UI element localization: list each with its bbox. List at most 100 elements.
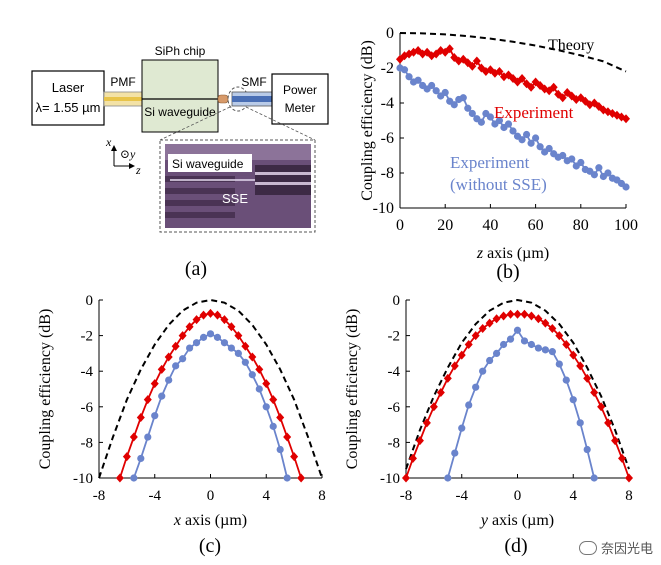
data-point-circle: [527, 340, 536, 349]
inset-sse-label: SSE: [222, 191, 248, 206]
panel-label-a: (a): [185, 258, 207, 280]
x-tick-label: -4: [149, 488, 162, 504]
meter-label-2: Meter: [285, 101, 316, 115]
data-point-circle: [486, 356, 494, 365]
data-point-diamond: [150, 379, 159, 389]
data-point-diamond: [618, 453, 627, 463]
data-point-diamond: [541, 318, 550, 328]
data-point-diamond: [227, 322, 236, 332]
axis-x-label: x: [105, 135, 112, 149]
y-tick-label: -8: [381, 165, 394, 182]
data-point-diamond: [422, 418, 431, 428]
data-point-diamond: [290, 452, 299, 462]
x-tick-label: 0: [207, 488, 215, 504]
data-point-diamond: [402, 473, 410, 483]
data-point-diamond: [122, 452, 131, 462]
waveguide-label: Si waveguide: [144, 105, 216, 119]
data-point-circle: [444, 474, 452, 482]
data-point-circle: [458, 424, 466, 432]
data-point-circle: [192, 339, 201, 347]
data-point-diamond: [555, 331, 564, 341]
power-meter-box: [271, 73, 329, 125]
data-point-circle: [499, 340, 508, 349]
data-point-circle: [472, 383, 480, 391]
data-point-diamond: [513, 309, 522, 319]
zoom-line-right: [245, 106, 316, 141]
data-point-circle: [269, 422, 277, 430]
siph-chip: [141, 59, 219, 133]
data-point-diamond: [178, 331, 187, 341]
data-point-diamond: [518, 74, 527, 83]
data-point-circle: [548, 348, 556, 356]
data-point-circle: [165, 376, 173, 384]
annot-experiment-nosse-2: (without SSE): [450, 175, 547, 194]
data-point-circle: [545, 144, 553, 153]
data-point-circle: [520, 337, 529, 345]
data-point-diamond: [220, 315, 229, 325]
data-point-diamond: [283, 432, 292, 442]
data-point-diamond: [185, 322, 194, 332]
y-tick-label: -8: [81, 435, 94, 451]
data-point-circle: [450, 101, 458, 109]
laser-label: Laser: [52, 80, 85, 95]
y-tick-label: -6: [81, 400, 94, 416]
data-point-circle: [220, 339, 229, 347]
data-point-diamond: [443, 373, 452, 383]
y-axis-label-d: Coupling efficiency (dB): [344, 309, 361, 470]
x-tick-label: 8: [625, 488, 633, 504]
data-point-circle: [576, 419, 584, 427]
inset-waveguide-label: Si waveguide: [172, 157, 244, 171]
data-point-diamond: [297, 473, 306, 483]
data-point-diamond: [471, 331, 480, 341]
y-tick-label: 0: [386, 25, 394, 42]
y-tick-label: -2: [388, 329, 401, 345]
series-line-b-0: [399, 32, 627, 73]
data-point-circle: [518, 136, 526, 144]
x-tick-label: 60: [528, 217, 544, 234]
x-tick-label: -4: [456, 488, 469, 504]
data-point-diamond: [468, 61, 477, 71]
data-point-diamond: [604, 418, 613, 428]
wechat-icon: [578, 540, 597, 555]
data-point-circle: [179, 355, 187, 363]
data-point-diamond: [485, 318, 494, 328]
data-point-circle: [477, 118, 485, 126]
data-point-circle: [583, 445, 591, 454]
data-point-circle: [568, 155, 576, 163]
data-point-diamond: [464, 340, 473, 349]
data-point-diamond: [445, 44, 454, 54]
axis-z-label: z: [135, 163, 141, 177]
data-point-circle: [227, 344, 236, 352]
panel-label-b: (b): [496, 261, 519, 283]
data-point-circle: [464, 104, 472, 112]
pmf-core: [104, 97, 142, 101]
data-point-circle: [213, 333, 222, 341]
data-point-diamond: [213, 310, 222, 320]
y-tick-label: -10: [73, 471, 93, 487]
data-point-circle: [509, 127, 517, 135]
x-tick-label: -8: [400, 488, 413, 504]
data-point-diamond: [234, 331, 243, 341]
series-line-d-1: [405, 313, 630, 479]
data-point-diamond: [548, 323, 557, 333]
series-line-c-1: [119, 312, 302, 479]
data-point-diamond: [262, 379, 271, 389]
axis-y-label: ⊙y: [120, 147, 136, 161]
laser-wavelength: λ= 1.55 µm: [36, 100, 101, 115]
x-tick-label: 0: [514, 488, 522, 504]
data-point-circle: [400, 66, 409, 74]
data-point-diamond: [527, 311, 536, 321]
y-tick-label: -4: [81, 364, 94, 380]
data-point-diamond: [590, 388, 599, 398]
x-tick-label: -8: [93, 488, 106, 504]
x-axis-label-c: x axis (µm): [173, 512, 247, 529]
zoom-line-left: [159, 106, 231, 141]
data-point-diamond: [136, 412, 145, 422]
data-point-circle: [158, 392, 166, 400]
data-point-circle: [255, 385, 263, 393]
y-tick-label: -8: [388, 435, 401, 451]
data-point-diamond: [583, 373, 592, 383]
